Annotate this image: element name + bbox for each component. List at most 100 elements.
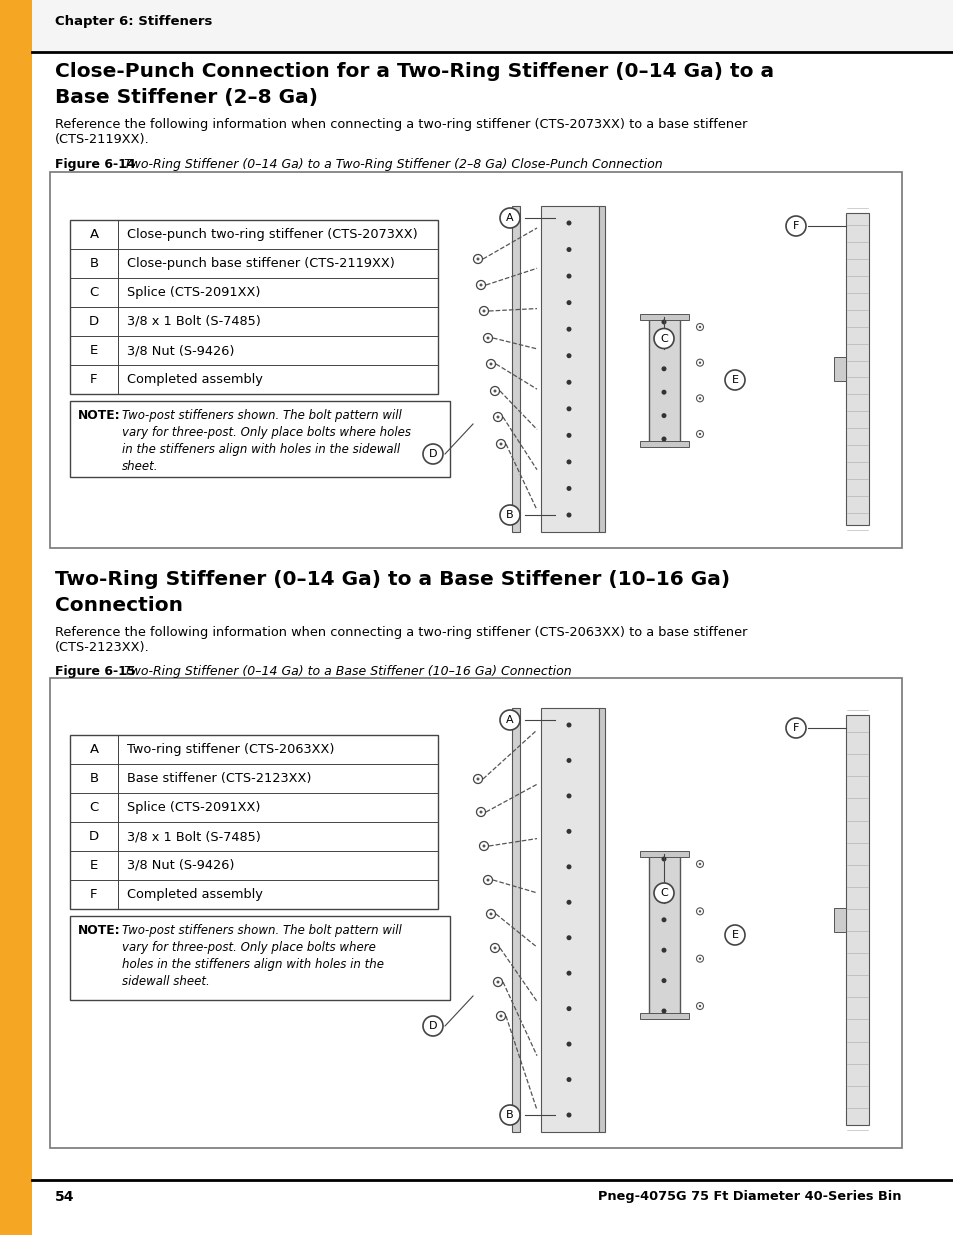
Bar <box>845 212 868 525</box>
Text: Close-punch base stiffener (CTS-2119XX): Close-punch base stiffener (CTS-2119XX) <box>127 257 395 270</box>
Circle shape <box>660 978 666 983</box>
Text: C: C <box>90 802 98 814</box>
Circle shape <box>566 459 571 464</box>
Text: Close-Punch Connection for a Two-Ring Stiffener (0–14 Ga) to a: Close-Punch Connection for a Two-Ring St… <box>55 62 773 82</box>
Text: C: C <box>90 287 98 299</box>
Circle shape <box>566 432 571 438</box>
Circle shape <box>566 722 571 727</box>
Circle shape <box>660 412 666 419</box>
Circle shape <box>566 900 571 905</box>
Bar <box>598 708 604 1132</box>
Text: E: E <box>731 375 738 385</box>
Circle shape <box>785 718 805 739</box>
Circle shape <box>499 505 519 525</box>
Circle shape <box>476 778 479 781</box>
Text: 54: 54 <box>55 1191 74 1204</box>
Text: Base stiffener (CTS-2123XX): Base stiffener (CTS-2123XX) <box>127 772 312 785</box>
Bar <box>540 708 598 1132</box>
Circle shape <box>566 353 571 358</box>
Circle shape <box>483 876 492 884</box>
Circle shape <box>422 445 442 464</box>
Circle shape <box>476 808 485 816</box>
Text: Two-ring stiffener (CTS-2063XX): Two-ring stiffener (CTS-2063XX) <box>127 743 335 756</box>
Text: F: F <box>792 722 799 734</box>
Circle shape <box>479 810 482 814</box>
Text: (CTS-2119XX).: (CTS-2119XX). <box>55 133 150 146</box>
Circle shape <box>696 908 702 915</box>
Circle shape <box>698 863 700 866</box>
Circle shape <box>483 333 492 342</box>
Bar <box>639 441 688 447</box>
Circle shape <box>499 710 519 730</box>
Circle shape <box>566 935 571 940</box>
Bar <box>50 678 901 1149</box>
Text: Figure 6-14: Figure 6-14 <box>55 158 135 170</box>
Circle shape <box>566 1077 571 1082</box>
Circle shape <box>493 389 496 393</box>
Circle shape <box>660 857 666 862</box>
Circle shape <box>486 336 489 340</box>
Bar <box>512 206 519 532</box>
Text: NOTE:: NOTE: <box>78 924 120 937</box>
Text: Completed assembly: Completed assembly <box>127 373 263 387</box>
Circle shape <box>566 406 571 411</box>
Circle shape <box>660 367 666 372</box>
Circle shape <box>566 300 571 305</box>
Text: D: D <box>428 1021 436 1031</box>
Circle shape <box>479 306 488 315</box>
Circle shape <box>493 412 502 421</box>
Circle shape <box>490 387 499 395</box>
Bar <box>32 0 953 52</box>
Circle shape <box>496 440 505 448</box>
Circle shape <box>660 947 666 952</box>
Bar <box>512 708 519 1132</box>
Bar <box>639 1013 688 1019</box>
Text: B: B <box>506 1110 514 1120</box>
Bar <box>540 207 598 530</box>
Bar <box>70 916 450 1000</box>
Text: Figure 6-15: Figure 6-15 <box>55 664 135 678</box>
Circle shape <box>479 284 482 287</box>
Circle shape <box>566 513 571 517</box>
Circle shape <box>496 981 499 983</box>
Circle shape <box>698 432 700 435</box>
Circle shape <box>566 971 571 976</box>
Circle shape <box>489 363 492 366</box>
Circle shape <box>566 864 571 869</box>
Circle shape <box>696 1003 702 1009</box>
Circle shape <box>566 485 571 492</box>
Circle shape <box>724 925 744 945</box>
Bar <box>639 851 688 857</box>
Bar <box>833 908 845 932</box>
Circle shape <box>486 359 495 368</box>
Text: Chapter 6: Stiffeners: Chapter 6: Stiffeners <box>55 15 213 28</box>
Text: B: B <box>90 772 98 785</box>
Circle shape <box>482 845 485 847</box>
Circle shape <box>660 390 666 395</box>
Bar <box>598 206 604 532</box>
Bar <box>540 206 598 532</box>
Circle shape <box>660 436 666 441</box>
Text: Close-punch two-ring stiffener (CTS-2073XX): Close-punch two-ring stiffener (CTS-2073… <box>127 228 417 241</box>
Text: F: F <box>91 888 97 902</box>
Circle shape <box>566 829 571 834</box>
Bar <box>639 314 688 320</box>
Circle shape <box>660 343 666 348</box>
Circle shape <box>785 216 805 236</box>
Circle shape <box>696 324 702 331</box>
Circle shape <box>473 774 482 783</box>
Circle shape <box>654 883 673 903</box>
Circle shape <box>696 431 702 437</box>
Text: Pneg-4075G 75 Ft Diameter 40-Series Bin: Pneg-4075G 75 Ft Diameter 40-Series Bin <box>598 1191 901 1203</box>
Bar <box>648 853 679 1016</box>
Circle shape <box>489 913 492 915</box>
Circle shape <box>696 359 702 366</box>
Text: Two-Ring Stiffener (0–14 Ga) to a Base Stiffener (10–16 Ga): Two-Ring Stiffener (0–14 Ga) to a Base S… <box>55 571 729 589</box>
Circle shape <box>566 1113 571 1118</box>
Text: E: E <box>90 345 98 357</box>
Circle shape <box>654 329 673 348</box>
Text: E: E <box>731 930 738 940</box>
Text: (CTS-2123XX).: (CTS-2123XX). <box>55 641 150 655</box>
Circle shape <box>499 207 519 228</box>
Text: Two-post stiffeners shown. The bolt pattern will
vary for three-post. Only place: Two-post stiffeners shown. The bolt patt… <box>122 409 411 473</box>
